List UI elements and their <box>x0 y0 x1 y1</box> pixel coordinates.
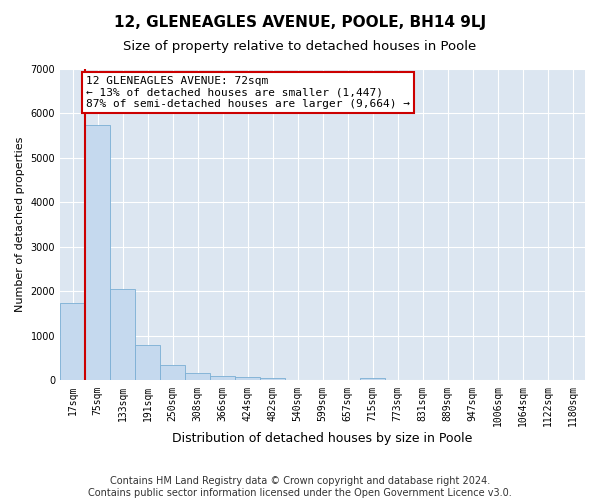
Bar <box>235 377 260 380</box>
Bar <box>110 289 135 380</box>
Bar <box>135 345 160 380</box>
Bar <box>85 124 110 380</box>
Bar <box>185 372 210 380</box>
Text: 12 GLENEAGLES AVENUE: 72sqm
← 13% of detached houses are smaller (1,447)
87% of : 12 GLENEAGLES AVENUE: 72sqm ← 13% of det… <box>86 76 410 109</box>
X-axis label: Distribution of detached houses by size in Poole: Distribution of detached houses by size … <box>172 432 473 445</box>
Bar <box>160 365 185 380</box>
Bar <box>360 378 385 380</box>
Text: Contains HM Land Registry data © Crown copyright and database right 2024.
Contai: Contains HM Land Registry data © Crown c… <box>88 476 512 498</box>
Text: Size of property relative to detached houses in Poole: Size of property relative to detached ho… <box>124 40 476 53</box>
Y-axis label: Number of detached properties: Number of detached properties <box>15 137 25 312</box>
Bar <box>210 376 235 380</box>
Bar <box>60 302 85 380</box>
Text: 12, GLENEAGLES AVENUE, POOLE, BH14 9LJ: 12, GLENEAGLES AVENUE, POOLE, BH14 9LJ <box>114 15 486 30</box>
Bar <box>260 378 285 380</box>
